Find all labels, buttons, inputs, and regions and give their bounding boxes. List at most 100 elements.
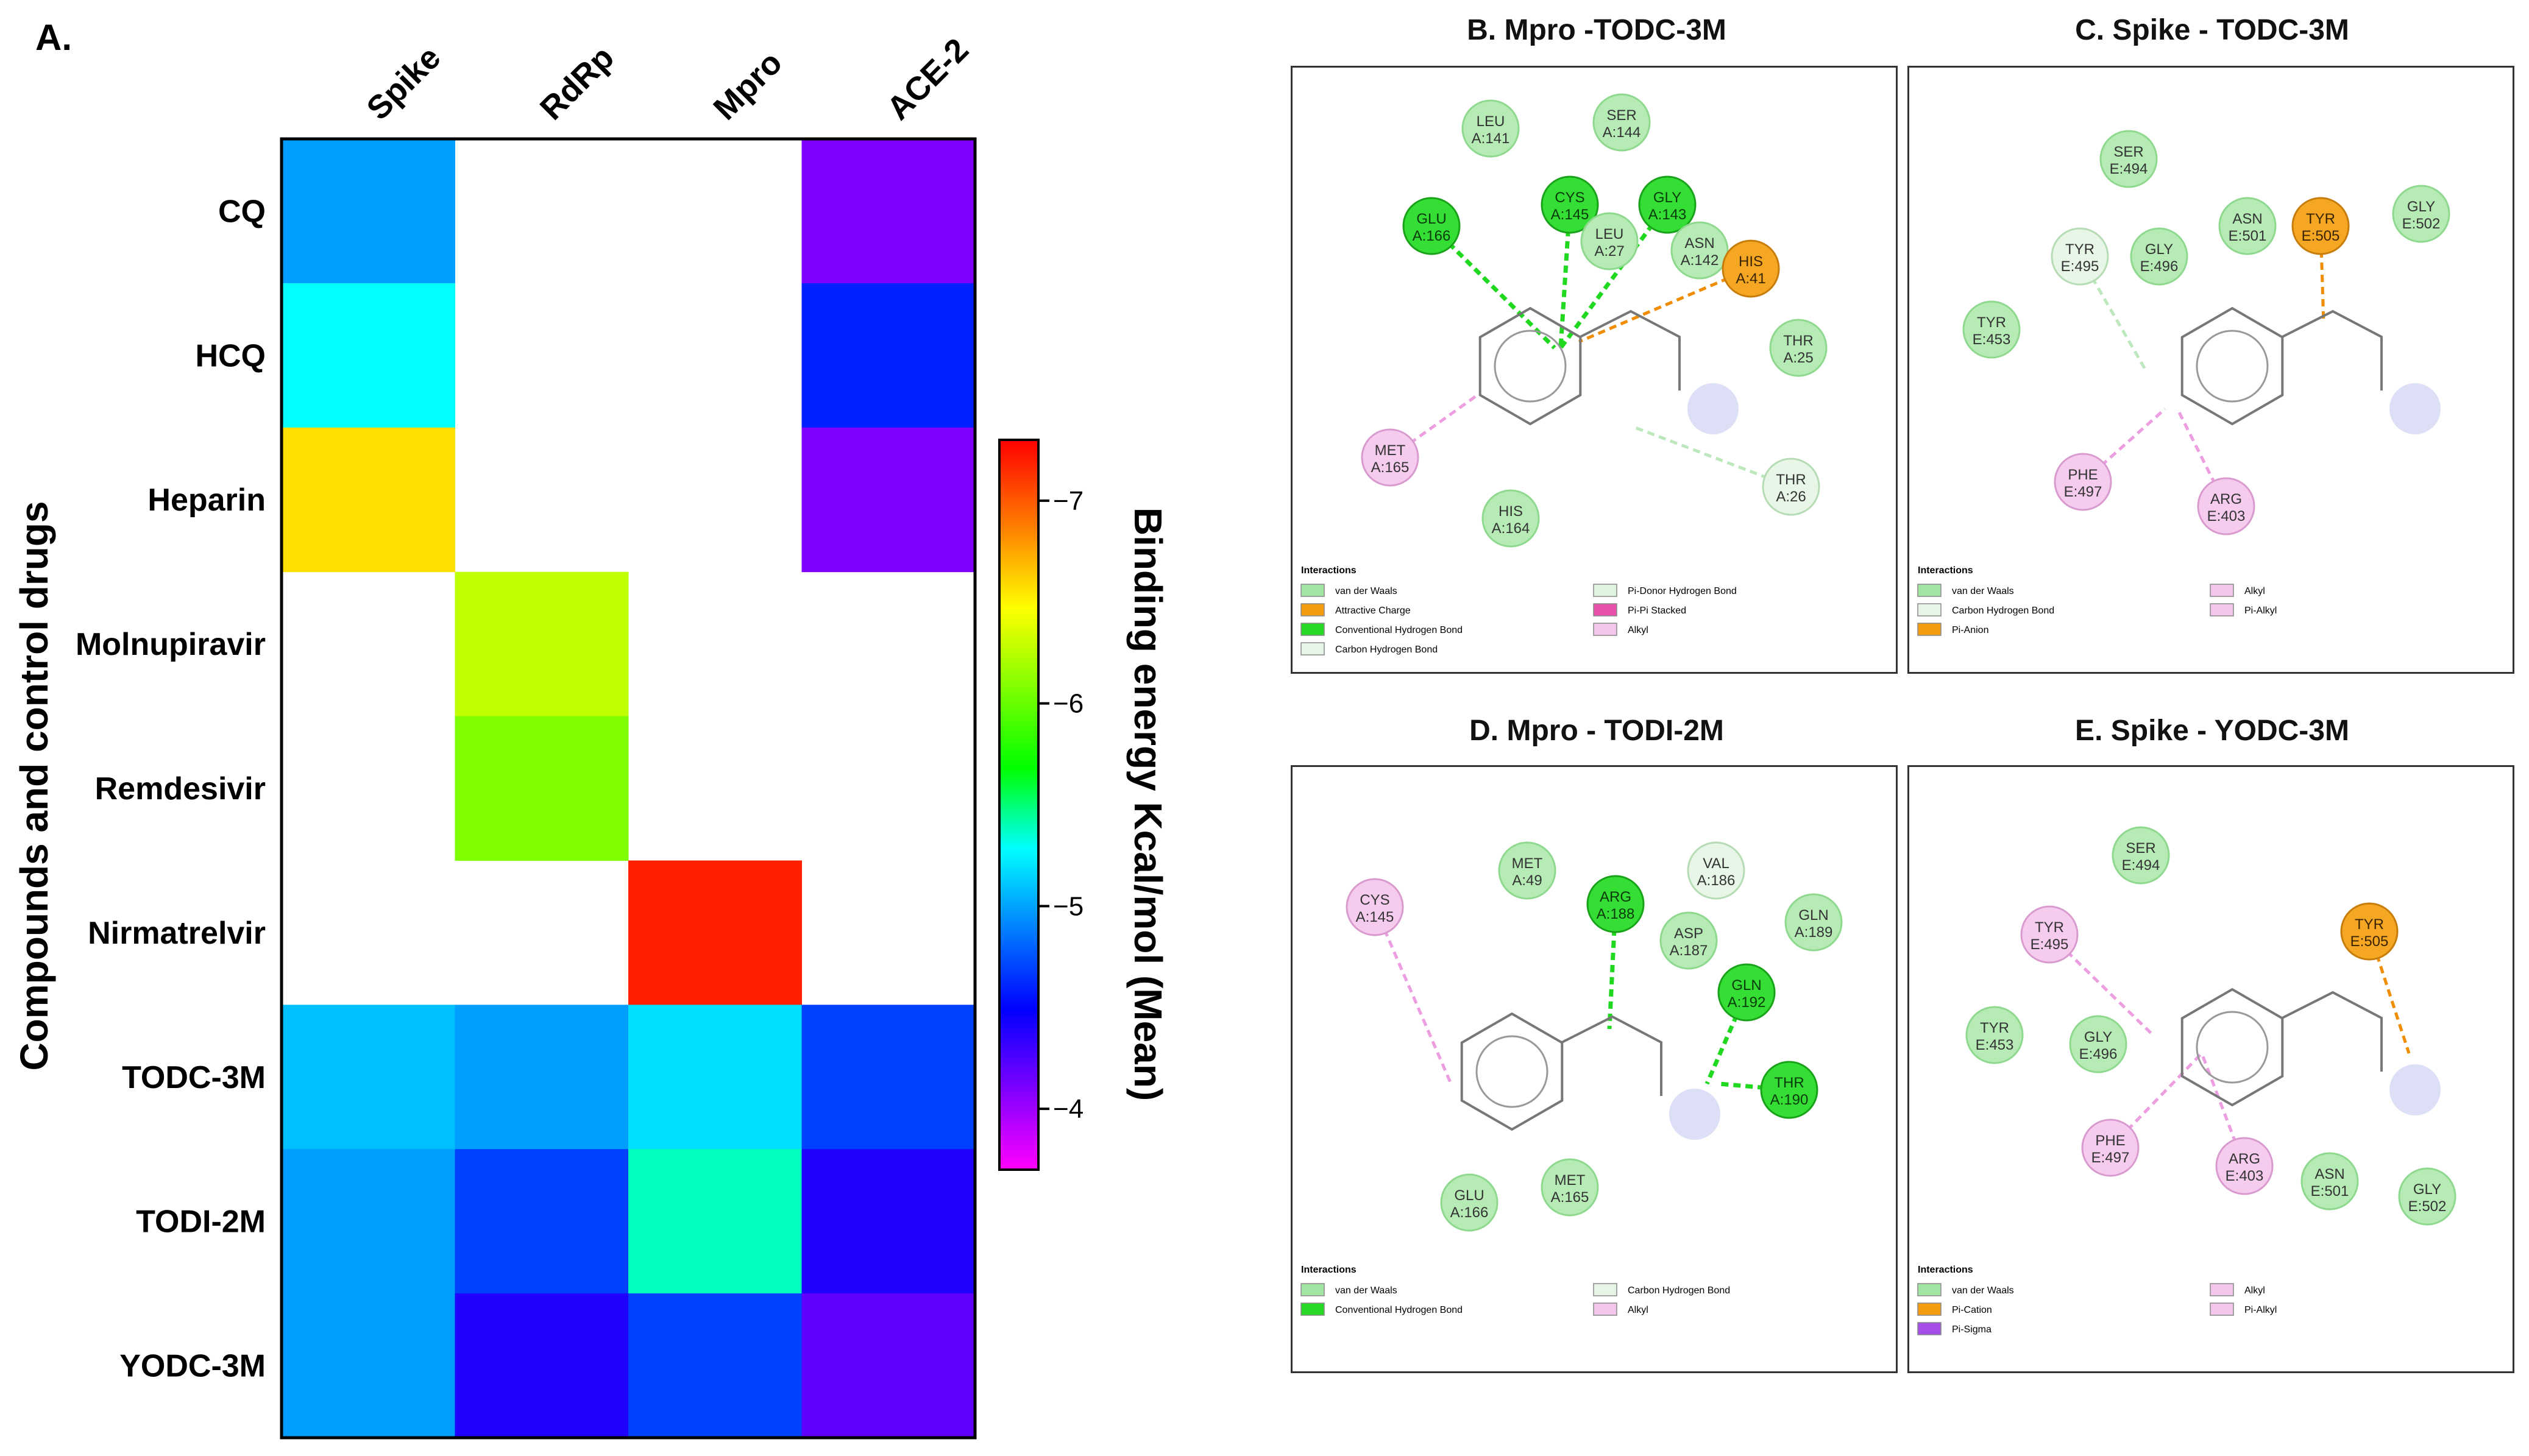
ligand-aromatic-circle — [1475, 1035, 1548, 1108]
row-label: TODI-2M — [136, 1204, 266, 1240]
residue-name: GLY — [2413, 1181, 2441, 1198]
interaction-line — [2078, 255, 2149, 373]
legend-swatch — [2210, 603, 2234, 617]
residue-id: E:403 — [2226, 1168, 2264, 1184]
residue-disc — [2051, 227, 2109, 286]
legend-swatch — [1917, 1302, 1942, 1316]
heatmap-cell — [282, 1005, 455, 1150]
residue-name: SER — [2126, 840, 2155, 857]
colorbar-label: Binding energy Kcal/mol (Mean) — [1126, 507, 1170, 1101]
residue-disc — [1638, 175, 1697, 234]
residue-disc — [1722, 239, 1780, 298]
residue-name: CYS — [1360, 892, 1389, 908]
legend-label: Conventional Hydrogen Bond — [1335, 1305, 1463, 1315]
legend-title: Interactions — [1301, 565, 1357, 576]
panel-c: SER E:494 ASN E:501 TYR E:505 GLY E:502 TYR E:495… — [1907, 66, 2514, 674]
column-label: Spike — [360, 39, 447, 127]
heatmap-cell — [282, 139, 455, 284]
legend-label: van der Waals — [1952, 586, 2014, 596]
residue-id: A:144 — [1603, 124, 1641, 141]
residue-disc — [2069, 1015, 2127, 1073]
colorbar-tick-label: −7 — [1053, 486, 1084, 516]
residue-id: E:497 — [2064, 484, 2102, 500]
interaction-diagram-d: CYSA:145META:49ARGA:188VALA:186ASPA:187G… — [1300, 841, 1843, 1316]
colorbar-tick-label: −6 — [1053, 689, 1084, 719]
legend-swatch — [2210, 584, 2234, 597]
legend-swatch — [1917, 603, 1942, 617]
legend-label: Pi-Alkyl — [2244, 1305, 2277, 1315]
ligand-side-chain — [2282, 991, 2383, 1072]
residue-disc — [2130, 227, 2188, 286]
residue-id: E:502 — [2408, 1198, 2447, 1215]
residue-name: SER — [2113, 144, 2143, 160]
residue-disc — [2218, 197, 2277, 255]
residue-id: E:497 — [2091, 1150, 2130, 1166]
residue-id: E:403 — [2207, 508, 2246, 525]
heatmap-cell — [455, 1005, 629, 1150]
legend-swatch — [1917, 1322, 1942, 1335]
row-label: Heparin — [147, 482, 266, 518]
residue-name: ARG — [1600, 889, 1631, 905]
residue-name: HIS — [1499, 503, 1523, 520]
interaction-line — [2200, 1053, 2246, 1167]
residue-disc — [1541, 175, 1599, 234]
row-label: CQ — [218, 194, 266, 229]
residue-name: TYR — [2065, 241, 2094, 258]
residue-id: A:187 — [1670, 942, 1708, 959]
residue-id: A:49 — [1512, 872, 1542, 889]
legend-swatch — [1917, 584, 1942, 597]
residue-disc — [2291, 197, 2350, 255]
residue-id: A:142 — [1681, 252, 1719, 269]
panel-b: LEU A:141 SER A:144 GLU A:166 CYS A:145 GLY A:143… — [1291, 66, 1898, 674]
residue-name: TYR — [2355, 916, 2384, 933]
residue-disc — [1760, 1061, 1818, 1119]
residue-id: A:143 — [1648, 207, 1687, 223]
interaction-line — [1373, 906, 1453, 1084]
residue-disc — [1659, 911, 1718, 970]
legend-label: Pi-Pi Stacked — [1628, 606, 1686, 616]
legend-label: Carbon Hydrogen Bond — [1952, 606, 2054, 616]
ligand-aromatic-circle — [1494, 330, 1567, 403]
residue-name: ASN — [2314, 1166, 2344, 1182]
residue-disc — [2054, 453, 2112, 511]
residue-id: A:192 — [1728, 994, 1766, 1011]
residue-id: E:495 — [2061, 258, 2099, 275]
legend-title: Interactions — [1301, 1265, 1357, 1275]
legend-label: Pi-Anion — [1952, 625, 1988, 635]
residue-name: VAL — [1703, 855, 1729, 872]
residue-name: CYS — [1555, 189, 1584, 206]
heatmap-cell — [282, 283, 455, 428]
heatmap-cell — [628, 860, 802, 1005]
residue-name: GLY — [2084, 1029, 2112, 1045]
ligand-nitrogen-halo — [1687, 383, 1739, 434]
residue-disc — [1769, 319, 1828, 377]
residue-disc — [2300, 1152, 2359, 1210]
residue-name: ASN — [2232, 211, 2262, 227]
heatmap-cell — [282, 1149, 455, 1294]
panel-title-c: C. Spike - TODC-3M — [2075, 14, 2349, 46]
legend-label: van der Waals — [1952, 1285, 2014, 1296]
heatmap-cell — [801, 427, 976, 573]
residue-name: TYR — [2035, 919, 2064, 936]
legend-swatch — [1917, 623, 1942, 636]
residue-disc — [1440, 1173, 1499, 1232]
legend-swatch — [1593, 584, 1617, 597]
ligand-nitrogen-halo — [1669, 1089, 1720, 1140]
legend-label: van der Waals — [1335, 1285, 1397, 1296]
residue-disc — [1784, 893, 1843, 952]
residue-disc — [1687, 841, 1745, 900]
residue-id: A:166 — [1413, 228, 1451, 244]
residue-disc — [2112, 826, 2170, 885]
legend-swatch — [2210, 1302, 2234, 1316]
residue-name: GLU — [1454, 1187, 1484, 1204]
legend-label: Alkyl — [1628, 625, 1648, 635]
legend-label: Pi-Donor Hydrogen Bond — [1628, 586, 1737, 596]
residue-id: A:141 — [1472, 130, 1510, 147]
interaction-line — [1559, 203, 1669, 350]
residue-disc — [1592, 93, 1651, 152]
heatmap-cell — [455, 1149, 629, 1294]
residue-disc — [2340, 902, 2399, 961]
residue-id: A:145 — [1551, 207, 1589, 223]
residue-id: A:186 — [1697, 872, 1736, 889]
row-label: HCQ — [195, 338, 266, 373]
